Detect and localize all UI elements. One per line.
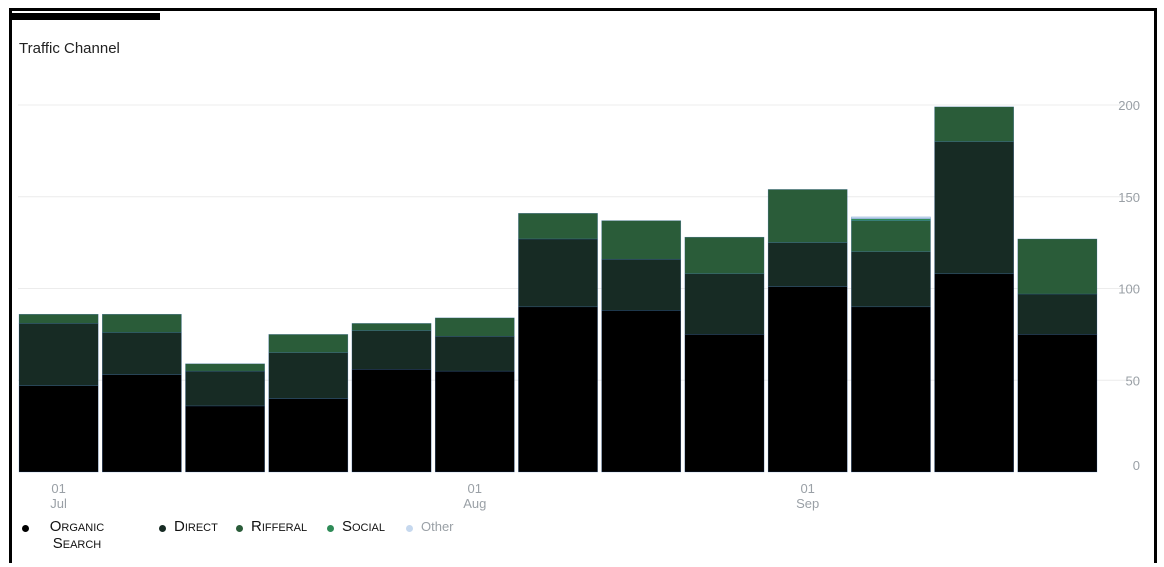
legend-dot-organic-search <box>22 525 29 532</box>
bar-6-organic-search <box>518 306 598 473</box>
bar-10-organic-search <box>851 306 931 473</box>
bar-7-direct <box>601 258 682 311</box>
x-tick-month-jul: Jul <box>50 496 67 511</box>
legend-item-direct[interactable]: Direct <box>159 518 218 535</box>
legend-dot-social <box>327 525 334 532</box>
bar-6-rifferal <box>518 213 598 240</box>
bar-9-organic-search <box>767 286 848 473</box>
bar-11-rifferal <box>934 106 1014 142</box>
x-tick-day-aug: 01 <box>468 481 482 496</box>
bar-11-direct <box>934 141 1014 275</box>
bar-12-direct <box>1017 293 1098 335</box>
bar-0-organic-search <box>18 385 99 473</box>
legend-item-rifferal[interactable]: Rifferal <box>236 518 307 535</box>
bar-4-rifferal <box>351 323 432 331</box>
bar-1-rifferal <box>102 313 182 333</box>
bar-3-rifferal <box>268 334 349 353</box>
x-tick-month-aug: Aug <box>463 496 486 511</box>
legend-label-social: Social <box>342 518 386 535</box>
bar-2-direct <box>185 370 265 407</box>
legend-label-direct: Direct <box>174 518 218 535</box>
bar-7-rifferal <box>601 220 682 260</box>
bar-5-direct <box>434 336 515 372</box>
bar-1-direct <box>102 332 182 375</box>
legend-dot-rifferal <box>236 525 243 532</box>
x-tick-month-sep: Sep <box>796 496 819 511</box>
bar-9-direct <box>767 242 848 287</box>
bar-10-direct <box>851 251 931 308</box>
legend-label-other: Other <box>421 519 454 534</box>
x-tick-day-sep: 01 <box>800 481 814 496</box>
x-tick-day-jul: 01 <box>51 481 65 496</box>
bar-8-rifferal <box>684 236 765 275</box>
legend-dot-direct <box>159 525 166 532</box>
bar-12-rifferal <box>1017 238 1098 295</box>
y-tick-label-50: 50 <box>1126 373 1140 388</box>
y-tick-label-100: 100 <box>1118 282 1140 297</box>
bar-8-organic-search <box>684 334 765 473</box>
bar-1-organic-search <box>102 374 182 473</box>
bar-12-organic-search <box>1017 334 1098 473</box>
bar-10-other <box>851 216 931 219</box>
bar-11-organic-search <box>934 273 1014 473</box>
bar-4-direct <box>351 330 432 370</box>
bar-9-rifferal <box>767 189 848 243</box>
y-tick-label-0: 0 <box>1133 458 1140 473</box>
bar-10-rifferal <box>851 220 931 252</box>
bar-10-social <box>851 218 931 221</box>
legend-item-organic-search[interactable]: Organic Search <box>22 518 117 552</box>
bar-0-direct <box>18 323 99 386</box>
chart-title: Traffic Channel <box>19 40 120 57</box>
bar-3-direct <box>268 352 349 399</box>
bar-5-organic-search <box>434 370 515 473</box>
legend-dot-other <box>406 525 413 532</box>
bar-2-organic-search <box>185 405 265 473</box>
y-tick-label-150: 150 <box>1118 190 1140 205</box>
legend-label-organic-search: Organic Search <box>49 518 105 552</box>
legend-item-other[interactable]: Other <box>406 518 454 535</box>
bar-2-rifferal <box>185 363 265 372</box>
legend-label-rifferal: Rifferal <box>251 518 308 535</box>
legend-item-social[interactable]: Social <box>327 518 385 535</box>
active-tab-indicator <box>9 13 160 20</box>
bar-3-organic-search <box>268 398 349 473</box>
bar-4-organic-search <box>351 369 432 473</box>
bar-0-rifferal <box>18 313 99 324</box>
bar-6-direct <box>518 238 598 308</box>
bar-5-rifferal <box>434 317 515 337</box>
bar-8-direct <box>684 273 765 335</box>
y-tick-label-200: 200 <box>1118 98 1140 113</box>
bar-7-organic-search <box>601 310 682 473</box>
